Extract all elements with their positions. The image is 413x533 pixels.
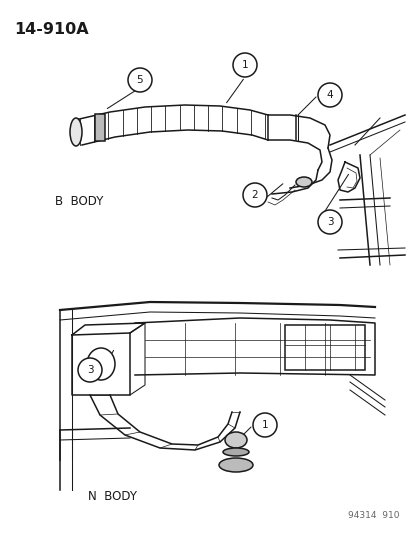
Text: 94314  910: 94314 910 [348, 511, 399, 520]
Circle shape [242, 183, 266, 207]
Text: 3: 3 [326, 217, 332, 227]
Text: 4: 4 [326, 90, 332, 100]
Text: 14-910A: 14-910A [14, 22, 88, 37]
Bar [95, 114, 105, 141]
Text: 5: 5 [136, 75, 143, 85]
Text: 3: 3 [86, 365, 93, 375]
Bar [284, 325, 364, 370]
Ellipse shape [87, 348, 115, 380]
Ellipse shape [224, 432, 247, 448]
Text: B  BODY: B BODY [55, 195, 103, 208]
Circle shape [78, 358, 102, 382]
Circle shape [128, 68, 152, 92]
Circle shape [317, 210, 341, 234]
Ellipse shape [295, 177, 311, 187]
Ellipse shape [223, 448, 248, 456]
Ellipse shape [70, 118, 82, 146]
Circle shape [252, 413, 276, 437]
Text: 1: 1 [241, 60, 248, 70]
Circle shape [233, 53, 256, 77]
Text: N  BODY: N BODY [88, 490, 137, 503]
Circle shape [317, 83, 341, 107]
Text: 2: 2 [251, 190, 258, 200]
Ellipse shape [218, 458, 252, 472]
Text: 1: 1 [261, 420, 268, 430]
